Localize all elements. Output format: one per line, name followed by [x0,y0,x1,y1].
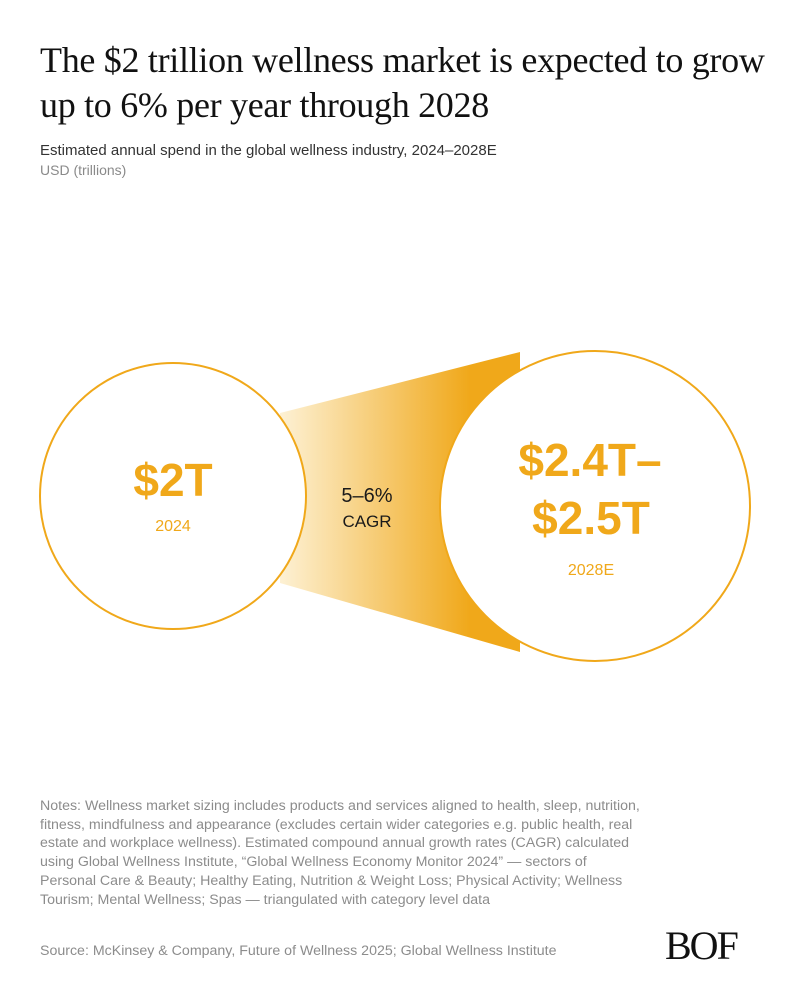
cagr-label: CAGR [342,512,391,531]
units-label: USD (trillions) [40,162,127,178]
bubble-2028e [439,350,751,662]
value-label-2024: $2T [133,454,212,506]
value-label-2028e-line2: $2.5T [532,492,650,544]
year-label-2028e: 2028E [568,562,614,579]
page-title: The $2 trillion wellness market is expec… [40,40,765,125]
chart-notes: Notes: Wellness market sizing includes p… [40,798,640,908]
chart-subtitle: Estimated annual spend in the global wel… [40,142,497,159]
chart-source: Source: McKinsey & Company, Future of We… [40,943,557,959]
brand-logo: BOF [665,923,739,968]
year-label-2024: 2024 [155,518,191,535]
bubble-2024 [39,362,307,630]
value-label-2028e-line1: $2.4T– [518,434,661,486]
cagr-value: 5–6% [341,485,392,507]
